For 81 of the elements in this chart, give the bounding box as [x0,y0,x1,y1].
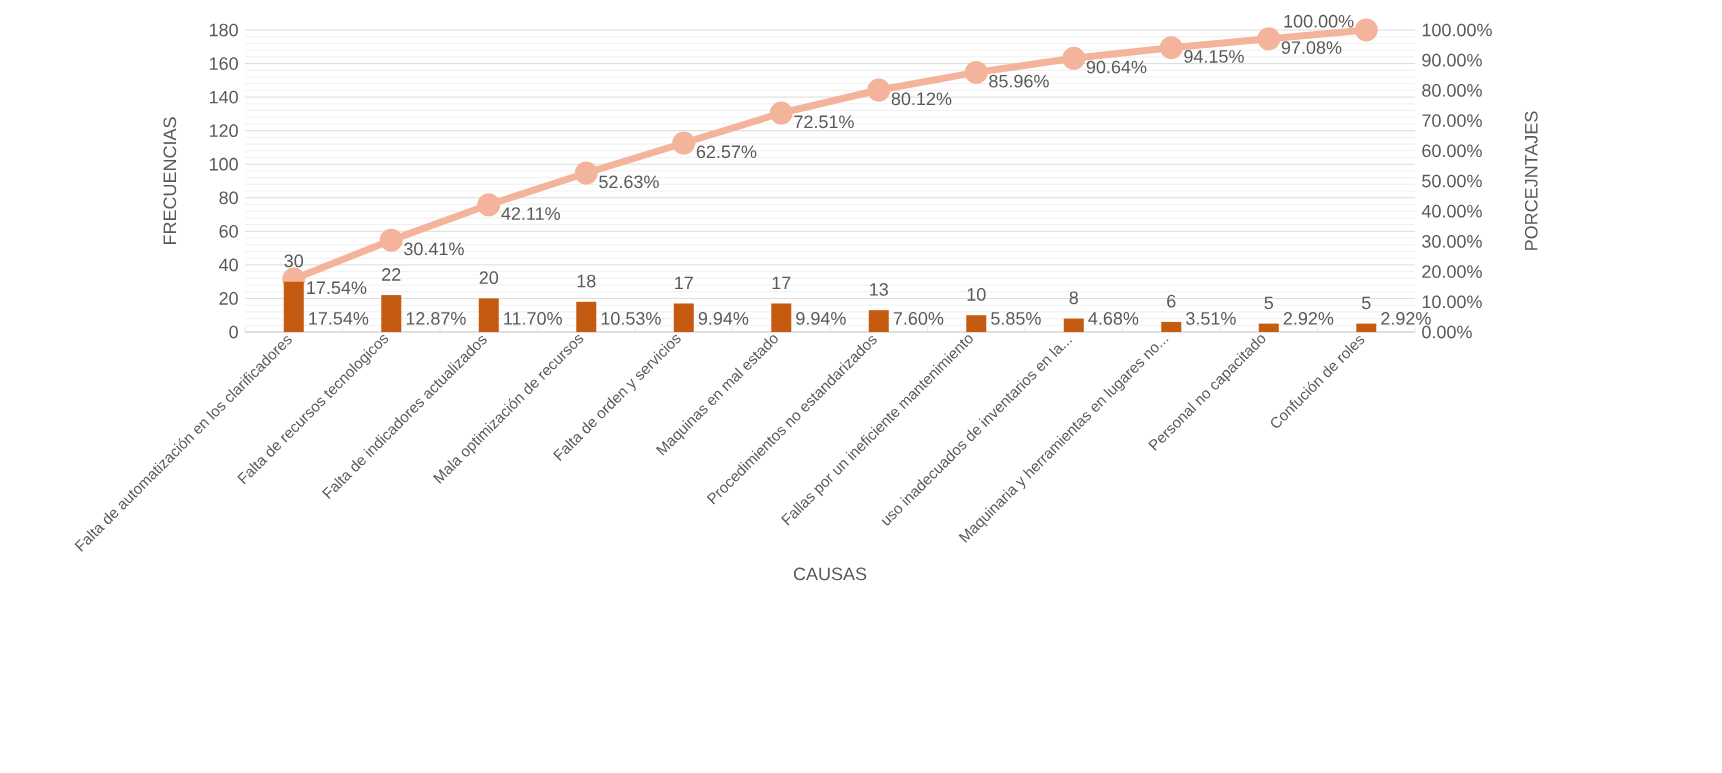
y2-tick-label: 0.00% [1422,325,1472,339]
annotation: 11.70% [504,312,562,325]
point [379,228,403,252]
data-label: 17 [675,276,693,290]
y-tick-label: 180 [209,23,238,37]
bar [1063,318,1084,332]
data-label: 22 [382,268,401,281]
y2-tick-label: 70.00% [1422,114,1482,127]
annotation: 2.92% [1381,312,1431,325]
data-label: 94.15% [1184,50,1244,63]
point [574,161,598,185]
annotation: 5.85% [991,312,1041,325]
annotation: 3.51% [1186,312,1236,325]
data-label: 90.64% [1086,60,1147,74]
y2-tick-label: 80.00% [1422,84,1482,97]
annotation: 17.54% [309,312,369,325]
point [477,193,501,217]
data-label: 52.63% [599,175,659,189]
data-label: 18 [577,274,596,288]
point [867,78,891,102]
data-label: 62.57% [696,145,757,159]
annotation: 9.94% [796,312,846,325]
annotation: 12.87% [406,312,466,325]
point [1062,46,1086,70]
y-tick-label: 160 [209,57,238,70]
data-label: 80.12% [891,92,952,106]
point [964,60,988,84]
bar [966,315,987,332]
annotation: 7.60% [893,312,944,325]
data-label: 30 [284,254,304,268]
data-label: 20 [479,271,499,285]
y2-axis-title: PORCEJNTAJES [1524,111,1538,250]
data-label: 85.96% [989,74,1049,88]
y2-tick-label: 30.00% [1422,235,1482,248]
data-label: 5 [1264,296,1274,310]
data-label: 30.41% [404,242,464,256]
data-label: 8 [1069,291,1078,305]
y-tick-label: 100 [209,157,238,171]
data-label: 42.11% [501,207,560,220]
bar [478,298,499,332]
y-tick-label: 80 [219,191,238,205]
point [769,101,793,125]
data-label: 17.54% [307,281,367,295]
annotation: 10.53% [601,312,661,325]
y-tick-label: 40 [219,258,238,272]
data-label: 5 [1361,296,1371,310]
data-label: 17 [772,276,791,290]
y2-tick-label: 20.00% [1422,265,1482,278]
bar [1258,323,1279,332]
bar [576,301,597,332]
bar [673,303,694,332]
data-label: 13 [870,283,888,296]
annotation: 2.92% [1283,312,1334,325]
y2-tick-label: 40.00% [1421,204,1482,218]
data-label: 72.51% [794,115,854,129]
bar [381,295,402,332]
y-tick-label: 120 [209,124,238,138]
x-axis-title: CAUSAS [793,567,867,581]
y-tick-label: 140 [209,90,238,104]
data-label: 100.00% [1284,14,1354,28]
y2-tick-label: 60.00% [1422,144,1482,158]
point [1257,27,1281,51]
y2-tick-label: 100.00% [1422,23,1492,37]
bar [1161,321,1182,332]
y2-tick-label: 90.00% [1422,53,1482,67]
bar [771,303,792,332]
y-tick-label: 20 [219,292,238,305]
data-label: 10 [967,288,986,301]
point [672,131,696,155]
y2-tick-label: 50.00% [1422,174,1482,188]
point [1354,18,1378,42]
annotation: 4.68% [1088,312,1139,325]
bar [1356,323,1377,332]
y2-tick-label: 10.00% [1422,295,1482,309]
bar [868,310,889,332]
annotation: 9.94% [698,312,749,325]
y-axis-title: FRECUENCIAS [163,117,177,245]
data-label: 97.08% [1281,41,1342,54]
y-tick-label: 60 [219,224,238,238]
data-label: 6 [1167,294,1176,308]
point [1159,36,1183,60]
